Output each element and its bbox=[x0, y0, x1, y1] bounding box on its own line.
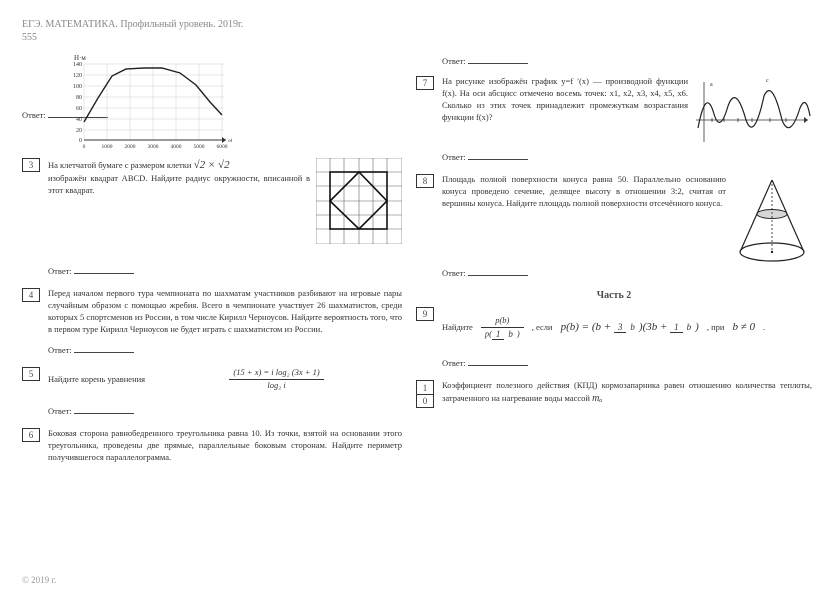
qnum-5: 5 bbox=[22, 367, 40, 381]
qnum-7: 7 bbox=[416, 76, 434, 90]
svg-text:20: 20 bbox=[76, 128, 82, 134]
qnum-10a: 1 bbox=[416, 380, 434, 394]
svg-text:5000: 5000 bbox=[194, 144, 205, 150]
svg-text:40: 40 bbox=[76, 117, 82, 123]
answer-8: Ответ: bbox=[442, 268, 812, 280]
page-header: ЕГЭ. МАТЕМАТИКА. Профильный уровень. 201… bbox=[22, 18, 812, 44]
right-column: Ответ: 7 a c bbox=[416, 52, 812, 575]
svg-text:об/мин: об/мин bbox=[228, 137, 232, 144]
qnum-8: 8 bbox=[416, 174, 434, 188]
p3-text-b: изображён квадрат ABCD. Найдите радиус о… bbox=[48, 173, 310, 195]
answer-5: Ответ: bbox=[48, 406, 402, 418]
p9-when: , при bbox=[707, 322, 725, 334]
part-2-heading: Часть 2 bbox=[416, 290, 812, 301]
svg-text:4000: 4000 bbox=[171, 144, 182, 150]
left-column: Ответ: H·м bbox=[22, 52, 402, 575]
answer-7: Ответ: bbox=[442, 152, 812, 164]
svg-text:0: 0 bbox=[79, 138, 82, 144]
problem-9: 9 Найдите p(b) p(1b) , если p(b) = (b + … bbox=[416, 307, 812, 370]
svg-text:c: c bbox=[766, 78, 769, 84]
problem-8: 8 Площадь полной поверхности конуса равн… bbox=[416, 174, 812, 280]
svg-text:2000: 2000 bbox=[125, 144, 136, 150]
svg-text:6000: 6000 bbox=[217, 144, 228, 150]
svg-text:H·м: H·м bbox=[74, 54, 86, 62]
svg-text:a: a bbox=[710, 82, 713, 88]
header-line-2: 555 bbox=[22, 31, 812, 44]
p9-cond: b ≠ 0 bbox=[732, 320, 755, 335]
p9-if: , если bbox=[532, 322, 553, 334]
p3-sqrt: √2 × √2 bbox=[194, 159, 230, 171]
p5-formula: (15 + x) = i log₂ (3x + 1) log₂ i bbox=[229, 367, 323, 392]
p3-text-a: На клетчатой бумаге с размером клетки bbox=[48, 160, 191, 170]
page-footer: © 2019 г. bbox=[22, 575, 812, 585]
problem-5: 5 Найдите корень уравнения (15 + x) = i … bbox=[22, 367, 402, 418]
problem-10: 1 0 Коэффициент полезного действия (КПД)… bbox=[416, 380, 812, 408]
p5-text: Найдите корень уравнения bbox=[48, 374, 145, 386]
answer-9: Ответ: bbox=[442, 358, 812, 370]
qnum-3: 3 bbox=[22, 158, 40, 172]
problem-3: 3 bbox=[22, 158, 402, 278]
qnum-9: 9 bbox=[416, 307, 434, 321]
p4-text: Перед началом первого тура чемпионата по… bbox=[48, 288, 402, 336]
problem-4: 4 Перед началом первого тура чемпионата … bbox=[22, 288, 402, 357]
derivative-graph: a c bbox=[692, 76, 812, 148]
svg-text:120: 120 bbox=[73, 73, 82, 79]
answer-6top: Ответ: bbox=[442, 56, 812, 66]
header-line-1: ЕГЭ. МАТЕМАТИКА. Профильный уровень. 201… bbox=[22, 18, 812, 31]
svg-text:1000: 1000 bbox=[102, 144, 113, 150]
svg-text:100: 100 bbox=[73, 84, 82, 90]
svg-text:140: 140 bbox=[73, 62, 82, 68]
answer-3: Ответ: bbox=[48, 266, 402, 278]
torque-chart: H·м bbox=[62, 52, 232, 152]
cone-diagram bbox=[732, 174, 812, 264]
answer-4: Ответ: bbox=[48, 345, 402, 357]
svg-text:0: 0 bbox=[83, 144, 86, 150]
p9-find: Найдите bbox=[442, 322, 473, 334]
p9-frac: p(b) p(1b) bbox=[481, 315, 524, 340]
svg-text:3000: 3000 bbox=[148, 144, 159, 150]
p10-var: mₐ bbox=[592, 393, 602, 404]
p6-text: Боковая сторона равнобедренного треуголь… bbox=[48, 428, 402, 464]
p9-eq: p(b) = (b + 3b)(3b + 1b) bbox=[561, 320, 699, 335]
qnum-6: 6 bbox=[22, 428, 40, 442]
problem-7: 7 a c bbox=[416, 76, 812, 164]
problem-6: 6 Боковая сторона равнобедренного треуго… bbox=[22, 428, 402, 464]
qnum-4: 4 bbox=[22, 288, 40, 302]
svg-text:80: 80 bbox=[76, 95, 82, 101]
qnum-10b: 0 bbox=[416, 394, 434, 408]
p10-text: Коэффициент полезного действия (КПД) кор… bbox=[442, 380, 812, 403]
square-diagram bbox=[316, 158, 402, 244]
svg-text:60: 60 bbox=[76, 106, 82, 112]
